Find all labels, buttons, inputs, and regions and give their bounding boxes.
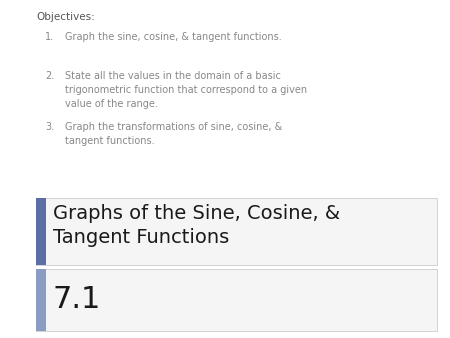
Text: Graphs of the Sine, Cosine, &
Tangent Functions: Graphs of the Sine, Cosine, & Tangent Fu… xyxy=(53,204,340,247)
Text: State all the values in the domain of a basic
trigonometric function that corres: State all the values in the domain of a … xyxy=(65,71,307,109)
Bar xyxy=(36,269,46,331)
Text: Graph the sine, cosine, & tangent functions.: Graph the sine, cosine, & tangent functi… xyxy=(65,32,282,42)
Text: 2.: 2. xyxy=(45,71,54,81)
FancyBboxPatch shape xyxy=(36,269,436,331)
Text: 1.: 1. xyxy=(45,32,54,42)
FancyBboxPatch shape xyxy=(36,198,436,265)
Text: Objectives:: Objectives: xyxy=(36,12,95,22)
Text: 7.1: 7.1 xyxy=(53,286,101,314)
Text: Graph the transformations of sine, cosine, &
tangent functions.: Graph the transformations of sine, cosin… xyxy=(65,122,283,146)
Text: 3.: 3. xyxy=(45,122,54,132)
Bar xyxy=(36,198,46,265)
